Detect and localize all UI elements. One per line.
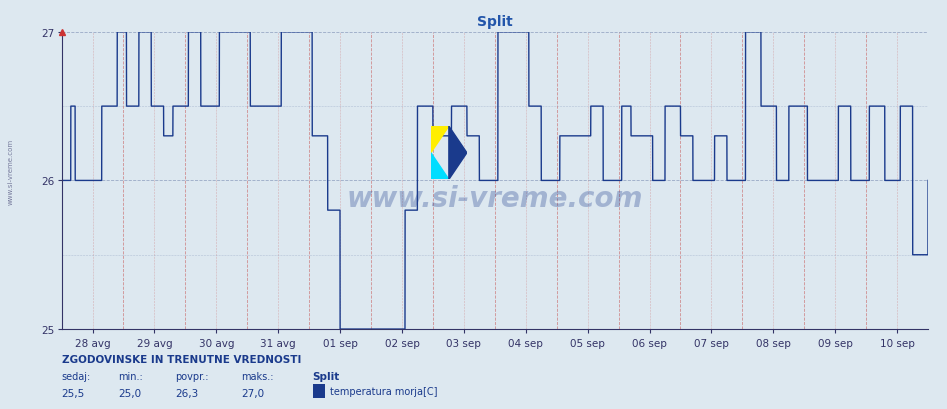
- Text: povpr.:: povpr.:: [175, 371, 208, 382]
- Text: 26,3: 26,3: [175, 388, 199, 398]
- Polygon shape: [449, 127, 467, 180]
- Polygon shape: [431, 127, 449, 153]
- Text: maks.:: maks.:: [241, 371, 274, 382]
- Text: sedaj:: sedaj:: [62, 371, 91, 382]
- Title: Split: Split: [477, 15, 512, 29]
- Text: temperatura morja[C]: temperatura morja[C]: [330, 386, 438, 396]
- Text: 25,5: 25,5: [62, 388, 85, 398]
- Text: ZGODOVINSKE IN TRENUTNE VREDNOSTI: ZGODOVINSKE IN TRENUTNE VREDNOSTI: [62, 354, 301, 364]
- Text: www.si-vreme.com: www.si-vreme.com: [8, 139, 13, 205]
- Text: min.:: min.:: [118, 371, 143, 382]
- Text: 25,0: 25,0: [118, 388, 141, 398]
- Text: www.si-vreme.com: www.si-vreme.com: [347, 185, 643, 213]
- Text: 27,0: 27,0: [241, 388, 264, 398]
- Polygon shape: [431, 153, 449, 180]
- Text: Split: Split: [313, 371, 340, 382]
